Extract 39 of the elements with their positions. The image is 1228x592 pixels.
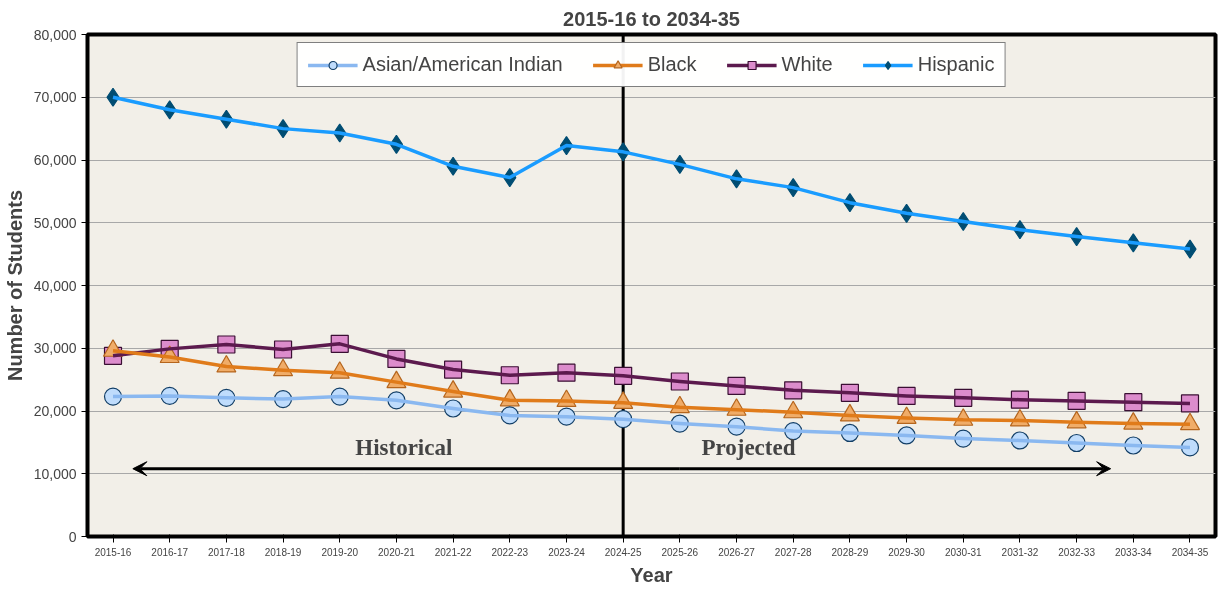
y-tick-label: 50,000	[33, 214, 77, 231]
y-tick-label: 60,000	[33, 152, 77, 168]
x-tick-label: 2030-31	[944, 546, 983, 558]
x-tick-label: 2027-28	[774, 546, 812, 558]
legend-label: Hispanic	[917, 53, 995, 76]
annotation: Projected	[701, 435, 796, 461]
x-tick-label: 2016-17	[151, 546, 189, 558]
legend-label: Asian/American Indian	[362, 53, 563, 76]
x-tick-label: 2015-16	[94, 546, 132, 558]
x-tick-label: 2032-33	[1058, 546, 1096, 558]
legend-label: White	[781, 53, 833, 76]
y-tick-label: 0	[68, 528, 77, 545]
x-tick-label: 2026-27	[718, 546, 756, 558]
x-tick-label: 2017-18	[208, 546, 246, 558]
y-tick-label: 30,000	[33, 340, 77, 357]
y-tick-label: 40,000	[33, 277, 77, 294]
x-tick-label: 2022-23	[491, 546, 529, 558]
x-tick-label: 2019-20	[321, 546, 359, 558]
x-tick-label: 2024-25	[604, 546, 642, 558]
legend-label: Black	[647, 53, 697, 76]
x-tick-label: 2029-30	[888, 546, 926, 558]
x-tick-label: 2021-22	[434, 546, 472, 558]
x-tick-label: 2028-29	[831, 546, 869, 558]
y-tick-label: 20,000	[33, 403, 77, 419]
y-axis-title: Number of Students	[3, 189, 26, 382]
point	[1180, 394, 1200, 413]
x-tick-label: 2034-35	[1171, 546, 1209, 558]
x-tick-label: 2033-34	[1114, 546, 1153, 558]
y-tick-label: 70,000	[33, 89, 77, 106]
y-tick-label: 10,000	[33, 465, 77, 482]
y-tick-label: 80,000	[33, 26, 77, 43]
chart-title: 2015-16 to 2034-35	[563, 7, 740, 30]
x-tick-label: 2025-26	[661, 546, 699, 558]
x-tick-label: 2018-19	[264, 546, 302, 558]
x-tick-label: 2023-24	[548, 546, 586, 558]
x-tick-label: 2031-32	[1001, 546, 1039, 558]
x-tick-label: 2020-21	[378, 546, 416, 558]
x-axis-title: Year	[630, 563, 673, 586]
annotation: Historical	[355, 435, 453, 461]
